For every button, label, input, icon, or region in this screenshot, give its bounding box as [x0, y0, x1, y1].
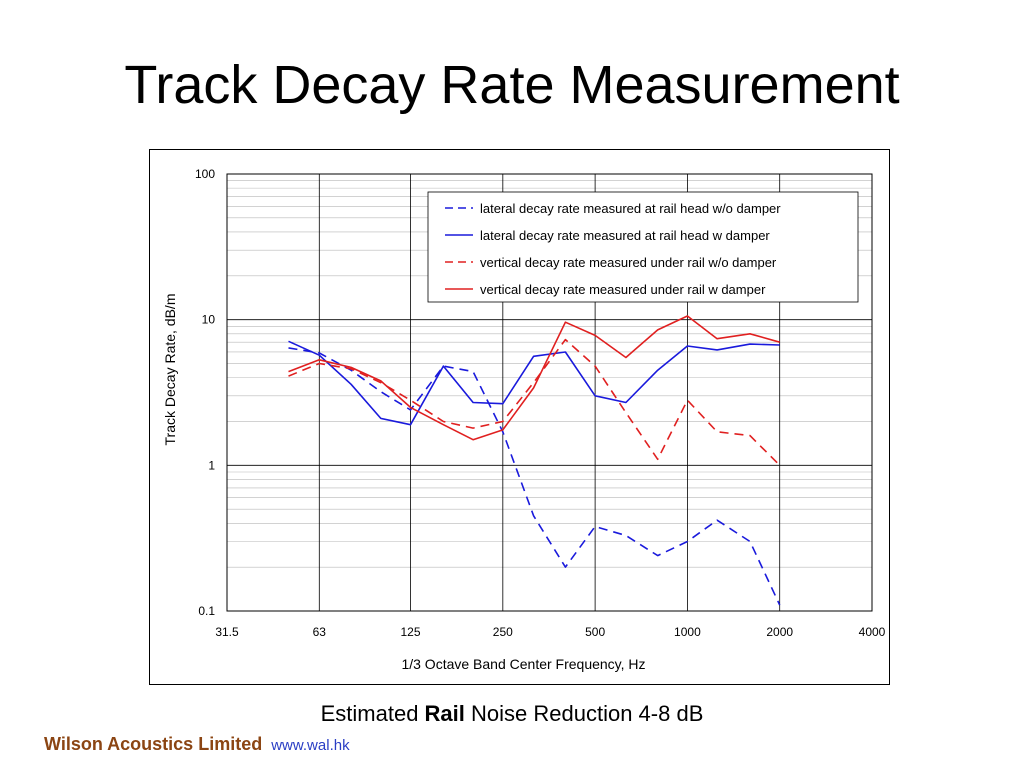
x-tick-label: 4000	[859, 625, 886, 639]
y-axis-label: Track Decay Rate, dB/m	[162, 294, 178, 446]
y-tick-label: 10	[202, 313, 216, 327]
chart-legend: lateral decay rate measured at rail head…	[427, 191, 859, 303]
legend-box	[427, 191, 859, 303]
legend-label: vertical decay rate measured under rail …	[480, 282, 766, 297]
series-line-3	[288, 338, 781, 466]
chart-series	[288, 315, 781, 606]
plot-area	[226, 173, 873, 612]
series-line-2	[288, 340, 780, 426]
x-tick-label: 500	[585, 625, 605, 639]
decay-rate-chart: 31.5 63 125 250 500 1000 2000 4000 0.1 1 10 100 1/3 …	[162, 167, 886, 672]
x-tick-label: 2000	[766, 625, 793, 639]
footer-company: Wilson Acoustics Limited	[44, 734, 263, 754]
y-tick-label: 100	[195, 167, 215, 181]
slide-caption: Estimated Rail Noise Reduction 4-8 dB	[0, 701, 1024, 727]
caption-bold: Rail	[424, 701, 465, 726]
legend-label: vertical decay rate measured under rail …	[480, 255, 777, 270]
caption-prefix: Estimated	[320, 701, 425, 726]
footer-url-link[interactable]: www.wal.hk	[271, 737, 350, 754]
series-line-1	[288, 347, 781, 606]
x-tick-label: 31.5	[215, 625, 239, 639]
y-tick-label: 1	[208, 458, 215, 472]
caption-suffix: Noise Reduction 4-8 dB	[464, 701, 704, 726]
chart-frame	[149, 149, 890, 685]
chart-axes: 31.5 63 125 250 500 1000 2000 4000 0.1 1 10 100 1/3 …	[162, 167, 886, 672]
footer: Wilson Acoustics Limited www.wal.hk	[44, 734, 350, 755]
x-axis-label: 1/3 Octave Band Center Frequency, Hz	[401, 656, 645, 672]
y-tick-label: 0.1	[198, 604, 215, 618]
series-line-4	[288, 315, 780, 441]
legend-label: lateral decay rate measured at rail head…	[480, 228, 770, 243]
slide-title: Track Decay Rate Measurement	[124, 55, 900, 115]
x-tick-label: 63	[313, 625, 327, 639]
legend-label: lateral decay rate measured at rail head…	[480, 201, 781, 216]
x-tick-label: 250	[493, 625, 513, 639]
x-tick-label: 1000	[674, 625, 701, 639]
x-tick-label: 125	[401, 625, 421, 639]
